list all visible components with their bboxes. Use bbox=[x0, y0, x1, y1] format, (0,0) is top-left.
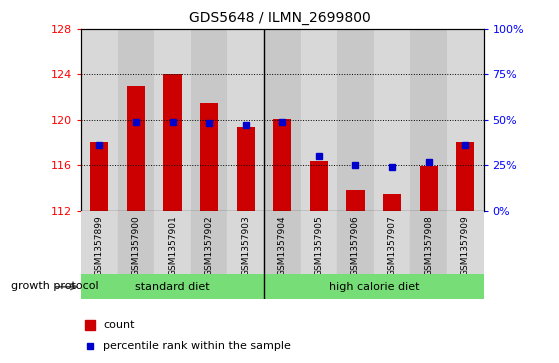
Bar bbox=[200, 103, 218, 211]
Text: GSM1357902: GSM1357902 bbox=[205, 216, 214, 276]
Bar bbox=[85, 320, 95, 330]
Bar bbox=[374, 211, 410, 274]
Text: GSM1357905: GSM1357905 bbox=[314, 216, 324, 276]
Bar bbox=[301, 29, 337, 211]
Bar bbox=[154, 29, 191, 211]
Bar bbox=[81, 29, 117, 211]
Text: GSM1357903: GSM1357903 bbox=[241, 216, 250, 276]
Bar bbox=[127, 86, 145, 211]
Text: GSM1357904: GSM1357904 bbox=[278, 216, 287, 276]
Bar bbox=[410, 29, 447, 211]
Bar bbox=[347, 190, 364, 211]
Bar bbox=[228, 29, 264, 211]
Text: GSM1357909: GSM1357909 bbox=[461, 216, 470, 276]
Bar bbox=[117, 211, 154, 274]
Bar bbox=[236, 127, 255, 211]
Bar bbox=[410, 211, 447, 274]
Bar bbox=[456, 142, 475, 211]
Bar bbox=[191, 29, 228, 211]
Bar bbox=[337, 211, 374, 274]
Text: GSM1357906: GSM1357906 bbox=[351, 216, 360, 276]
Bar bbox=[264, 211, 301, 274]
Text: percentile rank within the sample: percentile rank within the sample bbox=[103, 341, 291, 351]
Bar bbox=[419, 166, 438, 211]
Text: GSM1357900: GSM1357900 bbox=[131, 216, 140, 276]
Bar bbox=[154, 211, 191, 274]
Text: growth protocol: growth protocol bbox=[11, 281, 99, 291]
Bar bbox=[163, 74, 182, 211]
Text: GSM1357901: GSM1357901 bbox=[168, 216, 177, 276]
Bar bbox=[90, 142, 108, 211]
Bar bbox=[301, 211, 337, 274]
Text: count: count bbox=[103, 320, 135, 330]
Text: GSM1357899: GSM1357899 bbox=[95, 216, 104, 276]
Bar bbox=[81, 211, 117, 274]
Bar bbox=[191, 211, 228, 274]
Bar bbox=[264, 29, 301, 211]
Bar bbox=[264, 274, 484, 299]
Bar bbox=[310, 160, 328, 211]
Bar bbox=[374, 29, 410, 211]
Bar bbox=[383, 193, 401, 211]
Bar bbox=[447, 211, 484, 274]
Bar bbox=[273, 119, 291, 211]
Bar bbox=[81, 274, 264, 299]
Text: standard diet: standard diet bbox=[135, 282, 210, 292]
Bar bbox=[117, 29, 154, 211]
Bar bbox=[337, 29, 374, 211]
Text: GSM1357907: GSM1357907 bbox=[387, 216, 396, 276]
Text: GSM1357908: GSM1357908 bbox=[424, 216, 433, 276]
Text: GDS5648 / ILMN_2699800: GDS5648 / ILMN_2699800 bbox=[188, 11, 371, 25]
Text: high calorie diet: high calorie diet bbox=[329, 282, 419, 292]
Bar bbox=[447, 29, 484, 211]
Bar bbox=[228, 211, 264, 274]
